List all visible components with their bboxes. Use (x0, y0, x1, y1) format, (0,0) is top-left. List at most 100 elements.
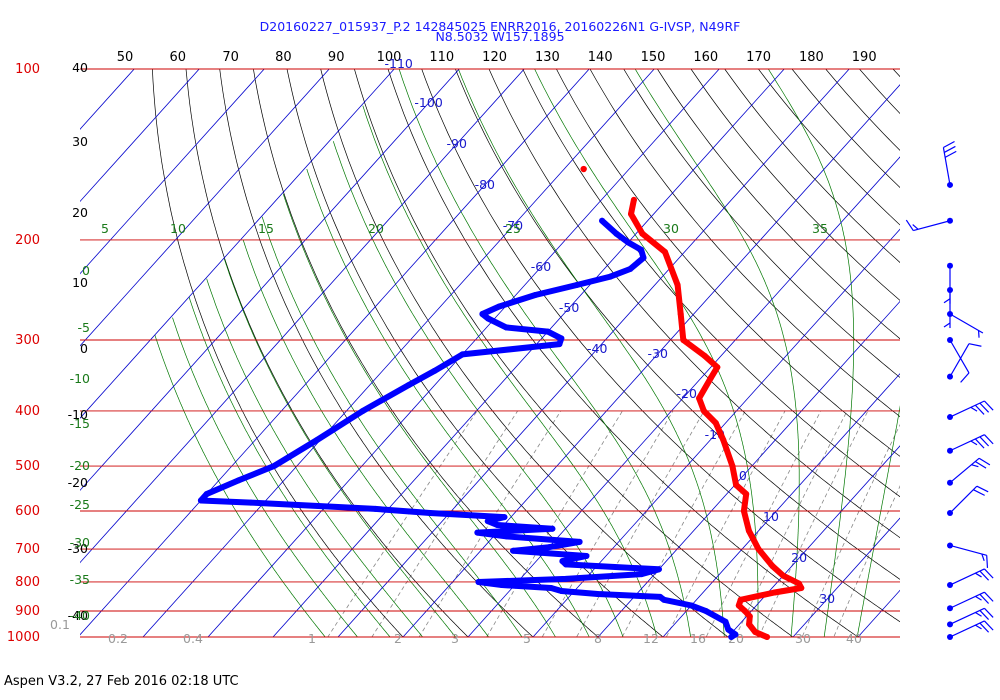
mixing-ratio-label: 16 (690, 631, 706, 646)
dry-adiabat (825, 69, 900, 151)
dewpoint-point (594, 591, 601, 597)
dewpoint-point (405, 382, 412, 388)
wind-barb (947, 457, 991, 486)
moist-adiabat (206, 278, 424, 637)
moist-adiabat (223, 258, 456, 637)
dewpoint-point (722, 618, 729, 625)
pressure-label: 1000 (7, 630, 40, 645)
dewpoint-point (197, 497, 204, 504)
isotherm-label: -60 (531, 259, 551, 274)
isotherm-line (0, 56, 81, 649)
dry-adiabat (757, 69, 900, 226)
pressure-label: 900 (15, 604, 40, 619)
dewpoint-point (545, 544, 552, 551)
mixing-ratio-line (576, 410, 705, 637)
dewpoint-point (314, 437, 320, 443)
mixing-ratio-line (486, 410, 623, 637)
dry-adiabat-label: -20 (68, 475, 88, 490)
isotherm-line (80, 69, 525, 564)
wind-barb (943, 262, 953, 304)
pressure-label: 200 (15, 233, 40, 248)
dry-adiabat (488, 69, 900, 539)
moist-adiabat (332, 141, 624, 637)
dry-adiabat (892, 69, 900, 78)
dry-adiabat (690, 69, 900, 301)
dry-adiabat (589, 69, 900, 418)
dry-adiabat-label: -10 (68, 407, 88, 422)
isotherm-label: -80 (475, 177, 495, 192)
dewpoint-point (627, 266, 634, 272)
temperature-point (752, 629, 759, 635)
dewpoint-point (427, 510, 434, 516)
top-axis-label: 120 (482, 50, 507, 65)
top-axis-label: 180 (799, 50, 824, 65)
mixing-ratio-line (541, 410, 674, 637)
isotherm-line (80, 69, 590, 636)
temperature-point (740, 508, 747, 514)
pressure-label: 800 (15, 575, 40, 590)
dewpoint-point (688, 602, 695, 609)
wind-barb (947, 591, 994, 612)
moist-adiabat-label: -5 (78, 320, 90, 335)
dry-adiabat (421, 69, 900, 623)
moist-adiabat-top-label: 25 (505, 221, 521, 236)
dewpoint-point (558, 588, 565, 594)
dry-adiabat-label: 20 (72, 205, 88, 220)
mixing-ratio-line (665, 410, 786, 637)
dewpoint-point (532, 292, 539, 298)
pressure-label: 400 (15, 404, 40, 419)
isotherm-line (532, 228, 900, 637)
temperature-point (662, 249, 668, 255)
sounding-profiles (197, 165, 805, 640)
isotherm-line (662, 373, 900, 637)
top-axis-label: 60 (170, 50, 187, 65)
mixing-ratio-line (734, 410, 848, 637)
temperature-point (746, 621, 753, 628)
isotherm-line (337, 69, 850, 637)
dewpoint-point (485, 315, 492, 322)
pressure-label: 700 (15, 542, 40, 557)
dry-adiabat (286, 69, 664, 637)
moist-adiabat-label: -40 (70, 608, 90, 623)
isotherm-line (80, 69, 265, 275)
dry-adiabat (185, 69, 469, 637)
dry-adiabat (320, 69, 729, 637)
wind-barb (943, 287, 953, 329)
dewpoint-point (503, 533, 510, 540)
dewpoint-point (359, 408, 366, 414)
top-axis-label: 140 (588, 50, 613, 65)
mixing-ratio-label: 1 (308, 631, 316, 646)
dry-adiabat (791, 69, 900, 188)
mixing-ratio-label: 30 (795, 631, 811, 646)
dewpoint-point (556, 341, 563, 348)
footer-software-stamp: Aspen V3.2, 27 Feb 2016 02:18 UTC (4, 674, 239, 689)
dry-adiabat (623, 69, 900, 378)
dewpoint-point (459, 351, 466, 358)
moist-adiabat-top-label: 35 (812, 221, 828, 236)
dewpoint-point (475, 579, 482, 585)
wind-barb (947, 542, 989, 568)
moist-adiabat-label: -30 (70, 535, 90, 550)
dry-adiabat-label: -40 (68, 608, 88, 623)
dewpoint-point (494, 522, 501, 528)
moist-adiabat (242, 239, 490, 637)
temperature-point (630, 196, 637, 203)
moist-adiabat-top-label: 30 (663, 221, 679, 236)
temperature-point (680, 337, 687, 343)
dewpoint-point (549, 525, 556, 532)
dewpoint-point (573, 282, 580, 288)
mixing-ratio-label: 0.4 (183, 631, 203, 646)
top-axis-label: 100 (377, 50, 402, 65)
wind-barb (947, 311, 984, 338)
dewpoint-point (599, 217, 606, 224)
moist-adiabat (634, 69, 800, 637)
isotherm-label: -50 (559, 300, 579, 315)
dewpoint-point (702, 608, 709, 614)
wind-barb (947, 568, 994, 589)
dewpoint-point (203, 491, 210, 497)
dewpoint-point (638, 246, 645, 253)
dry-adiabat-label: 30 (72, 134, 88, 149)
moist-adiabat (261, 216, 523, 637)
dewpoint-point (498, 582, 505, 588)
